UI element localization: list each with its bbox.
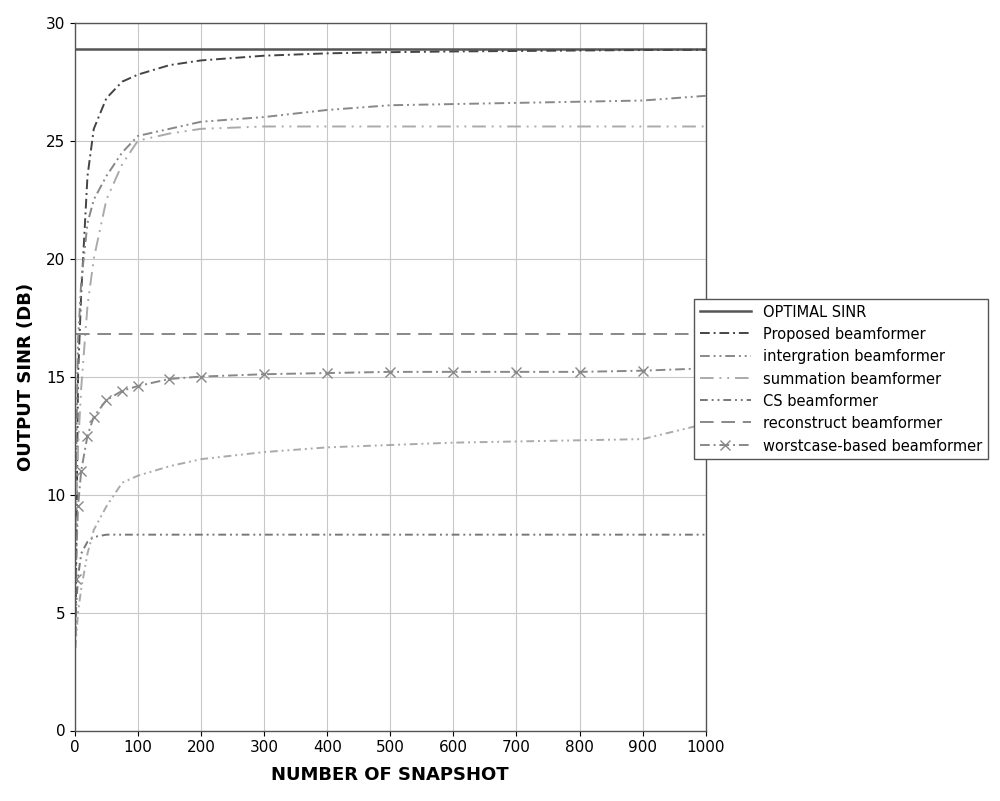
worstcase-based beamformer <box>574 367 586 376</box>
worstcase-based beamformer <box>81 431 93 441</box>
intergration beamformer <box>447 99 459 109</box>
Line: CS beamformer: CS beamformer <box>76 534 706 618</box>
intergration beamformer <box>574 97 586 107</box>
CS beamformer <box>700 529 712 539</box>
CS beamformer <box>195 529 207 539</box>
worstcase-based beamformer <box>195 372 207 381</box>
summation beamformer <box>75 384 87 393</box>
intergration beamformer <box>510 98 522 107</box>
summation beamformer <box>384 122 396 131</box>
summation beamformer <box>88 254 100 264</box>
Proposed beamformer <box>163 60 175 70</box>
Proposed beamformer <box>88 124 100 134</box>
summation beamformer <box>195 124 207 134</box>
intergration beamformer <box>700 91 712 101</box>
Line: intergration beamformer: intergration beamformer <box>76 96 706 494</box>
CS beamformer <box>447 529 459 539</box>
worstcase-based beamformer <box>70 574 82 584</box>
Proposed beamformer <box>70 631 82 641</box>
CS beamformer <box>72 573 84 582</box>
intergration beamformer <box>100 171 112 181</box>
summation beamformer <box>510 122 522 131</box>
intergration beamformer <box>637 96 649 106</box>
CS beamformer <box>132 529 144 539</box>
CS beamformer <box>163 529 175 539</box>
Y-axis label: OUTPUT SINR (DB): OUTPUT SINR (DB) <box>17 283 35 471</box>
Proposed beamformer <box>258 51 270 61</box>
Proposed beamformer <box>510 46 522 56</box>
worstcase-based beamformer <box>75 466 87 476</box>
Line: worstcase-based beamformer: worstcase-based beamformer <box>71 364 711 585</box>
Proposed beamformer <box>195 55 207 65</box>
worstcase-based beamformer <box>510 367 522 376</box>
CS beamformer <box>81 537 93 546</box>
worstcase-based beamformer <box>88 412 100 421</box>
Proposed beamformer <box>700 45 712 54</box>
summation beamformer <box>81 301 93 311</box>
Line: Proposed beamformer: Proposed beamformer <box>76 50 706 636</box>
worstcase-based beamformer <box>700 364 712 373</box>
intergration beamformer <box>75 277 87 287</box>
Proposed beamformer <box>384 47 396 57</box>
Line: summation beamformer: summation beamformer <box>76 127 706 530</box>
intergration beamformer <box>258 112 270 122</box>
summation beamformer <box>72 443 84 453</box>
worstcase-based beamformer <box>258 369 270 379</box>
Legend: OPTIMAL SINR, Proposed beamformer, intergration beamformer, summation beamformer: OPTIMAL SINR, Proposed beamformer, inter… <box>694 299 988 459</box>
intergration beamformer <box>384 100 396 110</box>
CS beamformer <box>116 529 128 539</box>
summation beamformer <box>447 122 459 131</box>
summation beamformer <box>700 122 712 131</box>
Proposed beamformer <box>100 94 112 103</box>
worstcase-based beamformer <box>100 396 112 405</box>
worstcase-based beamformer <box>163 374 175 384</box>
summation beamformer <box>321 122 333 131</box>
X-axis label: NUMBER OF SNAPSHOT: NUMBER OF SNAPSHOT <box>271 767 509 784</box>
summation beamformer <box>258 122 270 131</box>
Proposed beamformer <box>637 45 649 54</box>
CS beamformer <box>258 529 270 539</box>
Proposed beamformer <box>81 171 93 181</box>
intergration beamformer <box>70 489 82 499</box>
intergration beamformer <box>81 219 93 228</box>
CS beamformer <box>70 613 82 622</box>
Proposed beamformer <box>72 372 84 381</box>
summation beamformer <box>163 129 175 139</box>
intergration beamformer <box>72 336 84 346</box>
worstcase-based beamformer <box>72 501 84 511</box>
intergration beamformer <box>163 124 175 134</box>
Proposed beamformer <box>132 70 144 79</box>
CS beamformer <box>384 529 396 539</box>
Proposed beamformer <box>447 46 459 56</box>
worstcase-based beamformer <box>116 386 128 396</box>
intergration beamformer <box>116 147 128 157</box>
summation beamformer <box>100 195 112 204</box>
summation beamformer <box>637 122 649 131</box>
intergration beamformer <box>195 117 207 127</box>
CS beamformer <box>75 549 87 558</box>
CS beamformer <box>574 529 586 539</box>
worstcase-based beamformer <box>447 367 459 376</box>
CS beamformer <box>637 529 649 539</box>
CS beamformer <box>100 529 112 539</box>
worstcase-based beamformer <box>384 367 396 376</box>
Proposed beamformer <box>116 77 128 87</box>
intergration beamformer <box>88 195 100 204</box>
worstcase-based beamformer <box>637 366 649 376</box>
summation beamformer <box>116 159 128 169</box>
summation beamformer <box>574 122 586 131</box>
Proposed beamformer <box>321 49 333 58</box>
CS beamformer <box>88 532 100 541</box>
intergration beamformer <box>321 105 333 115</box>
Proposed beamformer <box>574 46 586 55</box>
Proposed beamformer <box>75 289 87 299</box>
CS beamformer <box>510 529 522 539</box>
worstcase-based beamformer <box>132 381 144 391</box>
summation beamformer <box>132 136 144 146</box>
summation beamformer <box>70 525 82 535</box>
intergration beamformer <box>132 131 144 141</box>
CS beamformer <box>321 529 333 539</box>
worstcase-based beamformer <box>321 368 333 378</box>
